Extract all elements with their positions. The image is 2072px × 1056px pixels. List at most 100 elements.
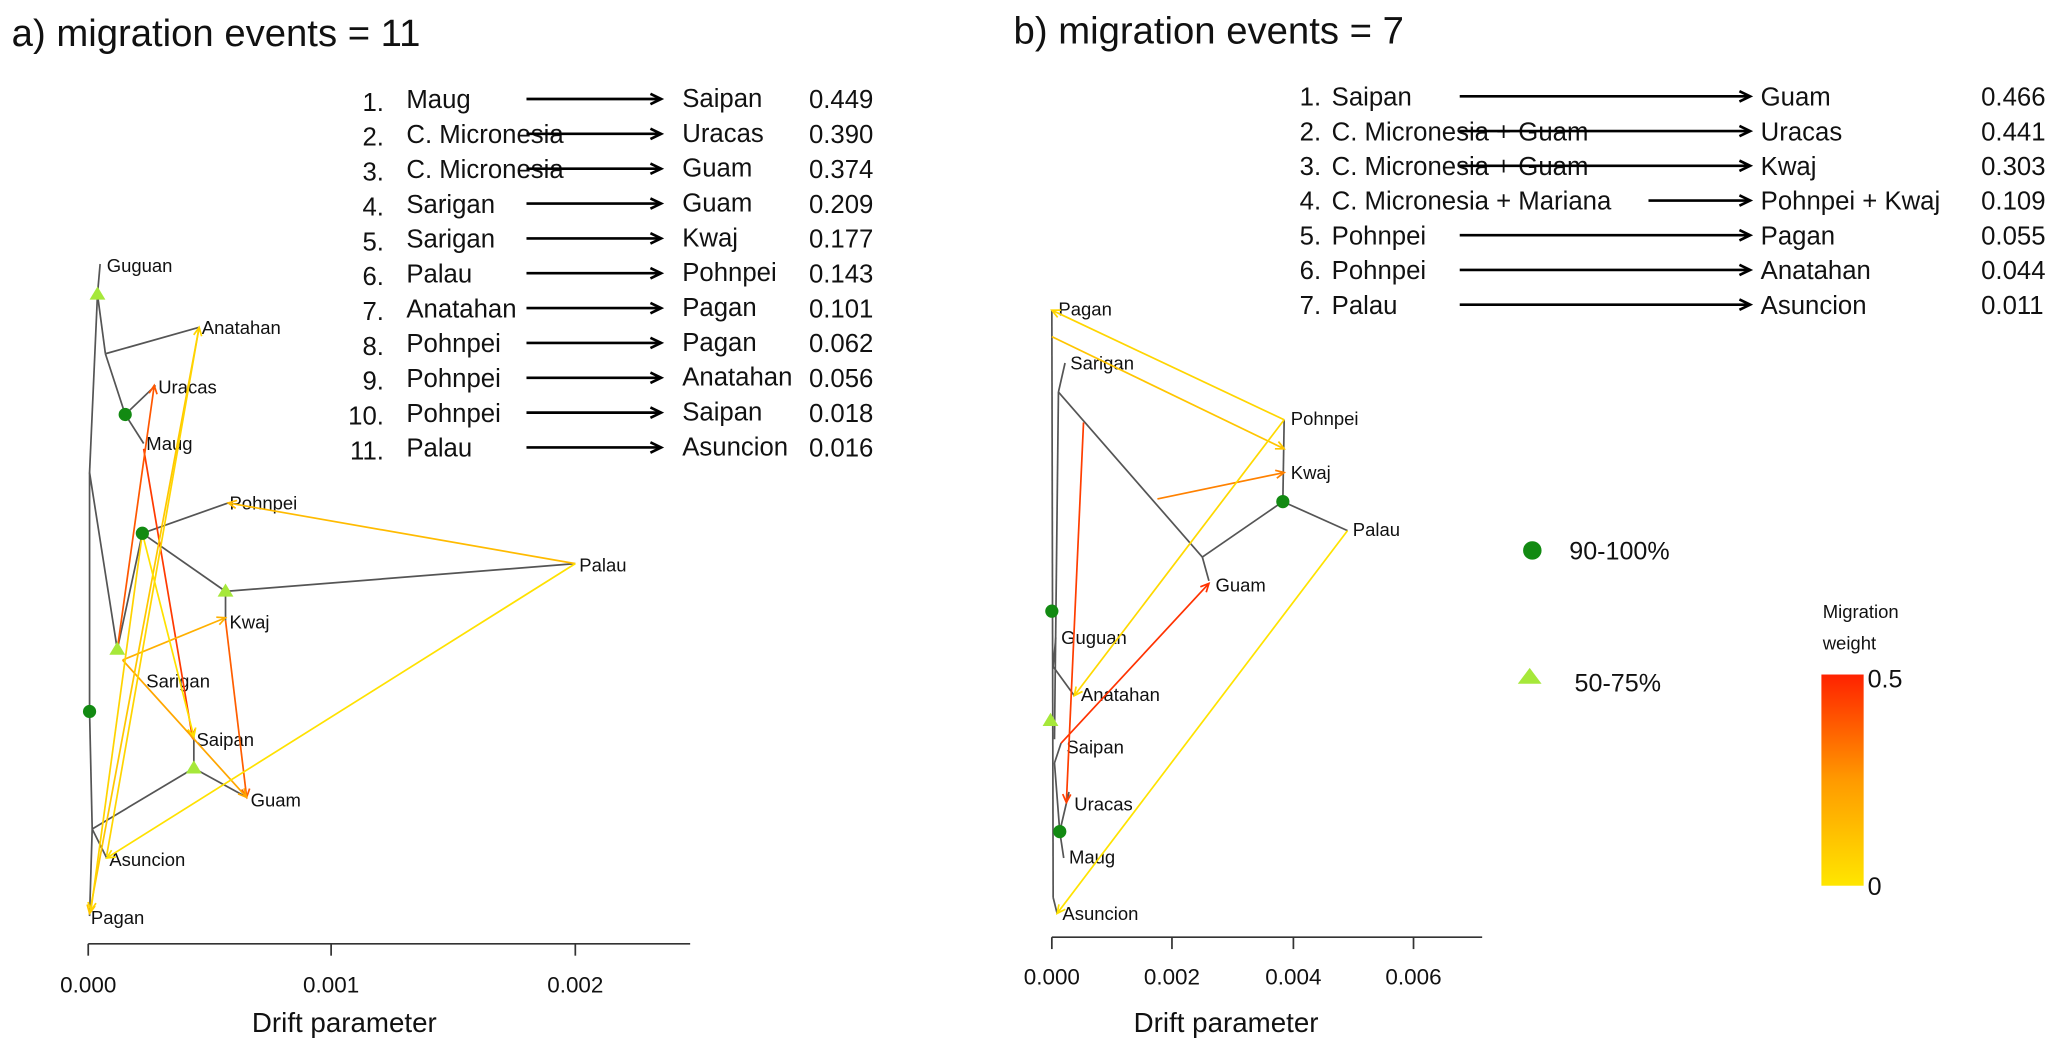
leaf-label-maug: Maug — [1069, 846, 1115, 867]
panel-b-title: b) migration events = 7 — [1014, 10, 1404, 53]
migration-row-a: 6. Palau Pohnpei 0.143 — [362, 259, 873, 291]
migration-row-b: 6. Pohnpei Anatahan 0.044 — [1300, 257, 2046, 285]
migration-row-a: 4. Sarigan Guam 0.209 — [362, 189, 873, 221]
row-destination: Pagan — [1761, 222, 1835, 250]
row-destination: Pohnpei — [682, 259, 776, 287]
leaf-label-sarigan: Sarigan — [146, 671, 210, 692]
row-weight: 0.441 — [1981, 118, 2045, 146]
row-arrow-head — [649, 371, 665, 385]
row-number: 2. — [1300, 118, 1321, 146]
row-weight: 0.449 — [809, 86, 873, 114]
row-arrow-head — [649, 336, 665, 350]
migration-arrow-a-6 — [228, 502, 576, 565]
tree-branch — [1052, 637, 1057, 667]
tree-branch — [1058, 791, 1070, 832]
leaf-label-anatahan: Anatahan — [202, 317, 281, 338]
migration-row-b: 2. C. Micronesia + Guam Uracas 0.441 — [1300, 118, 2046, 146]
weight-min: 0 — [1868, 873, 1882, 901]
leaf-label-palau: Palau — [1353, 519, 1400, 540]
row-weight: 0.177 — [809, 226, 873, 254]
migration-row-a: 10. Pohnpei Saipan 0.018 — [348, 399, 873, 431]
x-tick-label-a: 0.002 — [547, 973, 603, 998]
row-number: 6. — [1300, 257, 1321, 285]
migration-arrow-b-1-head — [1200, 581, 1211, 593]
row-weight: 0.374 — [809, 156, 873, 184]
tree-branch — [88, 294, 99, 473]
migration-arrow-a-7 — [88, 327, 200, 914]
migration-row-a: 8. Pohnpei Pagan 0.062 — [362, 329, 873, 361]
row-number: 10. — [348, 403, 384, 431]
tree-branch — [1201, 500, 1284, 558]
tree-branch — [1053, 762, 1061, 832]
migration-arrow-a-10 — [141, 533, 195, 737]
migration-arrow-a-4-head — [237, 788, 248, 799]
migration-row-a: 1. Maug Saipan 0.449 — [362, 85, 873, 117]
migration-arrow-b-7-head — [1055, 904, 1066, 916]
leaf-label-uracas: Uracas — [1074, 793, 1133, 814]
leaf-label-asuncion: Asuncion — [1062, 903, 1138, 924]
row-number: 8. — [362, 333, 383, 361]
support-high-node — [1053, 825, 1067, 839]
tree-branch — [105, 326, 200, 355]
row-arrow-head — [1738, 124, 1754, 138]
migration-arrow-a-9-head — [193, 325, 203, 337]
migration-arrow-a-2 — [116, 385, 156, 650]
x-tick-label-a: 0.001 — [303, 973, 359, 998]
row-destination: Guam — [1761, 84, 1831, 112]
migration-arrow-a-5 — [122, 616, 226, 661]
row-number: 3. — [1300, 153, 1321, 181]
support-mid-node — [89, 286, 106, 300]
row-arrow-head — [1738, 298, 1754, 312]
leaf-label-guguan: Guguan — [1061, 627, 1127, 648]
leaf-label-kwaj: Kwaj — [229, 611, 269, 632]
migration-arrow-b-6-head — [1073, 686, 1083, 698]
row-arrow-head — [1738, 90, 1754, 103]
row-destination: Pohnpei + Kwaj — [1761, 188, 1941, 216]
migration-arrow-a-8 — [90, 533, 144, 911]
row-number: 1. — [1300, 84, 1321, 112]
support-mid-node — [1042, 712, 1059, 726]
row-destination: Pagan — [682, 294, 756, 322]
row-weight: 0.143 — [809, 260, 873, 288]
row-source: Pohnpei — [406, 330, 500, 358]
leaf-label-guam: Guam — [1216, 574, 1266, 595]
tree-branch — [1053, 392, 1060, 740]
row-source: Palau — [1332, 292, 1398, 320]
row-weight: 0.209 — [809, 191, 873, 219]
row-number: 9. — [362, 368, 383, 396]
support-high-node — [1045, 604, 1059, 618]
migration-arrow-b-3 — [1157, 471, 1285, 500]
row-weight: 0.466 — [1981, 84, 2045, 112]
tree-branch — [1057, 391, 1203, 558]
panel-b: b) migration events = 7 Drift parameter … — [1014, 10, 2046, 1039]
row-arrow-head — [649, 232, 665, 245]
panel-b-xlabel: Drift parameter — [1134, 1007, 1319, 1038]
row-destination: Anatahan — [682, 364, 792, 392]
row-weight: 0.109 — [1981, 188, 2045, 216]
support-high-node — [118, 407, 132, 422]
row-weight: 0.056 — [809, 365, 873, 393]
row-weight: 0.016 — [809, 435, 873, 463]
migration-row-a: 9. Pohnpei Anatahan 0.056 — [362, 364, 873, 396]
panel-a-xlabel: Drift parameter — [252, 1007, 437, 1038]
migration-arrow-b-5-head — [1050, 309, 1062, 318]
panel-a-title: a) migration events = 11 — [12, 12, 421, 55]
tree-branch — [141, 532, 227, 593]
leaf-label-palau: Palau — [579, 555, 626, 576]
row-destination: Guam — [682, 155, 752, 183]
row-destination: Asuncion — [1761, 292, 1867, 320]
tree-branch — [1282, 500, 1348, 532]
row-arrow-head — [649, 92, 665, 106]
row-source: C. Micronesia + Mariana — [1332, 188, 1612, 216]
support-high-node — [135, 526, 149, 540]
row-source: Pohnpei — [406, 365, 500, 393]
row-number: 5. — [1300, 222, 1321, 250]
migration-arrow-a-9 — [105, 327, 200, 856]
support-mid-node — [217, 583, 234, 597]
legend-support-mid: 50-75% — [1575, 670, 1661, 698]
tree-branch — [91, 767, 195, 830]
row-weight: 0.303 — [1981, 153, 2045, 181]
migration-arrow-b-6 — [1073, 419, 1285, 697]
tree-branch — [88, 472, 119, 650]
